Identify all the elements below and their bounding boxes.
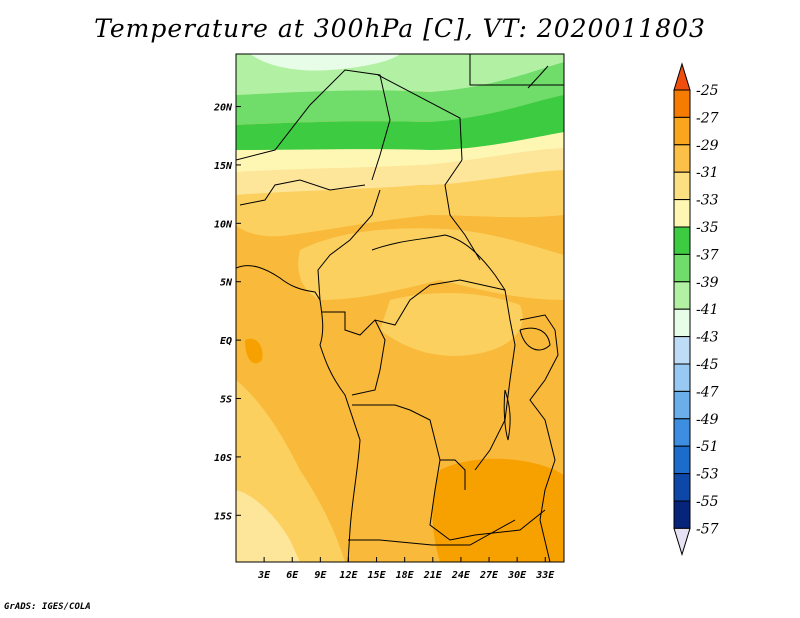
- lon-tick-label: 24E: [451, 570, 471, 581]
- lon-tick-label: 12E: [339, 570, 358, 581]
- border-drc-east: [474, 289, 516, 471]
- colorbar-label: -37: [696, 247, 719, 263]
- colorbar-segment: [673, 445, 691, 475]
- colorbar-label: -53: [696, 467, 719, 483]
- colorbar-segment: [673, 390, 691, 420]
- colorbar-segment: [673, 473, 691, 502]
- field-cyan-pale: [250, 54, 400, 71]
- lat-tick-label: 10S: [214, 453, 232, 464]
- lon-tick-label: 21E: [423, 570, 443, 581]
- border-drc-angola: [352, 404, 466, 490]
- coastline-west: [236, 265, 361, 562]
- plot-frame: [235, 53, 565, 563]
- colorbar-segment: [673, 500, 691, 529]
- lat-tick-label: 5S: [220, 395, 232, 406]
- map-title: Temperature at 300hPa [C], VT: 202001180…: [94, 14, 706, 43]
- colorbar-label: -51: [696, 439, 719, 455]
- colorbar-label: -57: [696, 521, 719, 537]
- colorbar-label: -31: [696, 165, 719, 181]
- colorbar-label: -29: [696, 138, 719, 154]
- colorbar-label: -47: [696, 384, 719, 400]
- latitude-axis: 20N 15N 10N 5N EQ 5S 10S 15S: [213, 103, 241, 522]
- border-zambia-south: [474, 509, 546, 536]
- lon-tick-label: 27E: [479, 570, 499, 581]
- field-green-dark: [236, 85, 564, 150]
- colorbar-label: -45: [696, 357, 719, 373]
- colorbar-segment: [673, 281, 691, 310]
- lon-tick-label: 3E: [257, 570, 271, 581]
- colorbar-bottom-arrow: [673, 527, 691, 557]
- field-yelloworange-congo: [380, 293, 523, 356]
- colorbar-segment: [673, 226, 691, 255]
- colorbar-segment: [673, 418, 691, 447]
- colorbar-label: -43: [696, 330, 719, 346]
- colorbar-segment: [673, 116, 691, 146]
- colorbar-segment: [673, 363, 691, 392]
- border-chad-sudan: [444, 159, 481, 261]
- field-yelloworange-central: [298, 228, 564, 300]
- lon-tick-label: 15E: [368, 570, 387, 581]
- colorbar-label: -35: [696, 220, 719, 236]
- field-green-mid: [236, 58, 564, 125]
- longitude-axis: 3E 6E 9E 12E 15E 18E 21E 24E 27E 30E 33E: [257, 557, 555, 581]
- colorbar-label: -27: [696, 110, 719, 126]
- country-borders: [236, 54, 564, 562]
- colorbar-segment: [673, 336, 691, 365]
- lat-tick-label: 15N: [214, 161, 233, 172]
- border-namibia: [348, 519, 516, 546]
- colorbar-label: -39: [696, 275, 719, 291]
- field-pale-southwest: [236, 490, 300, 562]
- colorbar-label: -25: [696, 83, 719, 99]
- border-east-africa: [519, 314, 559, 562]
- lon-tick-label: 6E: [286, 570, 299, 581]
- border-car: [371, 234, 506, 291]
- colorbar-top-arrow: [673, 62, 691, 91]
- border-angola-zambia: [429, 459, 476, 541]
- colorbar-segment: [673, 89, 691, 118]
- lat-tick-label: 5N: [220, 278, 233, 289]
- colorbar-label: -55: [696, 494, 719, 510]
- lat-tick-label: 15S: [214, 511, 232, 522]
- field-darkorange-coast: [245, 338, 263, 364]
- grads-credit: GrADS: IGES/COLA: [4, 602, 91, 612]
- border-niger-nigeria: [239, 179, 366, 206]
- lat-tick-label: 20N: [213, 103, 233, 114]
- colorbar-label: -41: [696, 302, 719, 318]
- nile-coast-ne: [527, 65, 549, 89]
- border-cameroon-gabon: [322, 279, 506, 336]
- border-libya-chad: [377, 74, 463, 161]
- lon-tick-label: 9E: [314, 570, 327, 581]
- border-sahara: [236, 69, 391, 181]
- border-egypt-sudan: [469, 54, 564, 86]
- lake-tanganyika: [503, 389, 511, 441]
- lat-tick-label: 10N: [214, 219, 233, 230]
- colorbar-segment: [673, 253, 691, 283]
- colorbar-segment: [673, 308, 691, 338]
- colorbar-segment: [673, 144, 691, 173]
- lon-tick-label: 33E: [535, 570, 555, 581]
- border-congo-drc: [351, 319, 386, 396]
- map-plot-area: [236, 54, 564, 562]
- colorbar-label: -49: [696, 412, 719, 428]
- lake-victoria: [519, 327, 551, 351]
- lon-tick-label: 30E: [507, 570, 527, 581]
- colorbar-segment: [673, 199, 691, 228]
- lat-tick-label: EQ: [220, 336, 232, 347]
- lon-tick-label: 18E: [396, 570, 415, 581]
- colorbar-label: -33: [696, 193, 719, 209]
- colorbar-segment: [673, 171, 691, 201]
- border-nigeria-cameroon: [317, 189, 381, 301]
- colorbar: -25 -27 -29 -31 -33 -35 -37 -39 -41 -43 -45 -47 -49 -…: [673, 62, 719, 557]
